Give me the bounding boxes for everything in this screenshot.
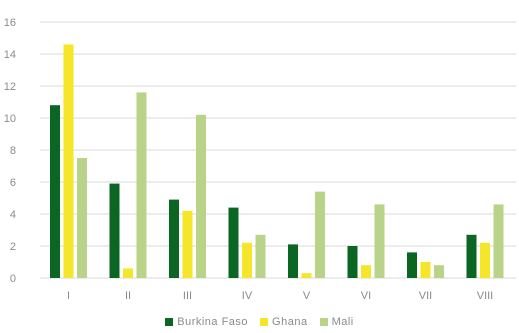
x-tick-label: VI (361, 290, 371, 302)
bar-burkina-faso-II (109, 183, 120, 278)
bar-burkina-faso-VI (347, 246, 358, 278)
bar-mali-VI (374, 204, 385, 278)
bar-burkina-faso-VIII (466, 234, 477, 278)
y-tick-label: 10 (4, 113, 16, 125)
x-tick-label: VII (419, 290, 432, 302)
bar-ghana-VII (420, 262, 431, 278)
x-tick-label: VIII (477, 290, 494, 302)
bar-ghana-I (63, 44, 74, 279)
y-axis-ticks: 0 2 4 6 8 10 12 14 16 (4, 17, 16, 285)
bar-burkina-faso-VII (407, 252, 417, 278)
y-tick-label: 6 (10, 177, 16, 189)
x-tick-label: I (67, 290, 70, 302)
bar-ghana-VI (361, 265, 371, 278)
y-tick-label: 8 (10, 145, 16, 157)
bar-burkina-faso-V (288, 244, 298, 278)
y-tick-label: 16 (4, 17, 16, 29)
bar-ghana-V (301, 273, 312, 278)
legend-item-mali: Mali (319, 316, 354, 328)
y-tick-label: 4 (10, 209, 16, 221)
bar-ghana-IV (242, 242, 252, 278)
bar-ghana-III (182, 210, 193, 278)
x-tick-label: V (303, 290, 311, 302)
x-tick-label: III (183, 290, 192, 302)
bar-mali-VII (434, 265, 444, 278)
legend-swatch-burkina-faso (165, 318, 174, 326)
bar-burkina-faso-IV (228, 207, 239, 278)
legend-item-burkina-faso: Burkina Faso (165, 316, 248, 328)
x-tick-label: II (125, 290, 131, 302)
bar-mali-II (136, 92, 147, 279)
x-tick-label: IV (242, 290, 253, 302)
bar-mali-VIII (493, 204, 504, 278)
y-tick-label: 14 (4, 49, 16, 61)
legend-swatch-mali (319, 318, 328, 326)
y-tick-label: 0 (10, 273, 16, 285)
legend-swatch-ghana (260, 318, 269, 326)
legend-label-mali: Mali (331, 316, 354, 328)
legend-label-ghana: Ghana (272, 316, 308, 328)
legend-item-ghana: Ghana (260, 316, 308, 328)
bars (50, 44, 504, 279)
legend-label-burkina-faso: Burkina Faso (177, 316, 249, 328)
bar-burkina-faso-III (169, 199, 179, 278)
y-tick-label: 2 (10, 241, 16, 253)
bar-mali-IV (255, 234, 266, 278)
x-axis-ticks: I II III IV V VI VII VIII (67, 290, 493, 302)
bar-burkina-faso-I (50, 105, 60, 278)
bar-ghana-II (123, 268, 133, 278)
y-tick-label: 12 (4, 81, 16, 93)
bar-ghana-VIII (480, 242, 490, 278)
legend: Burkina Faso Ghana Mali (0, 316, 519, 328)
bar-mali-V (315, 191, 325, 278)
bar-mali-III (196, 114, 206, 278)
bar-mali-I (77, 158, 87, 278)
